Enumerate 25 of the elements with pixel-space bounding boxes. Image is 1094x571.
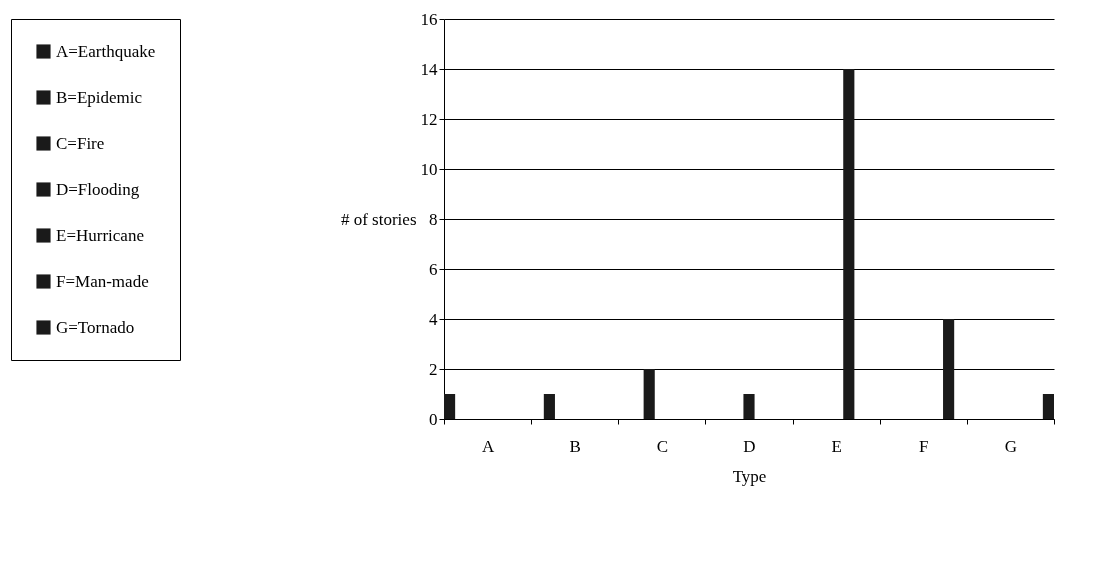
x-tick-label: B [569, 436, 581, 456]
y-tick-label: 16 [420, 9, 438, 29]
x-tick-label: C [656, 436, 669, 456]
x-tick-label: E [831, 436, 842, 456]
y-tick-label: 12 [420, 109, 438, 129]
legend-label: A=Earthquake [56, 41, 156, 61]
legend-label: C=Fire [56, 133, 105, 153]
x-tick-label: D [743, 436, 756, 456]
y-tick-label: 6 [429, 259, 438, 279]
legend-label: E=Hurricane [56, 225, 144, 245]
y-tick-label: 10 [420, 159, 438, 179]
x-tick-label: G [1004, 436, 1018, 456]
legend-label: D=Flooding [56, 179, 140, 199]
legend-label: G=Tornado [56, 317, 135, 337]
x-axis-title: Type [732, 466, 767, 486]
y-axis-title: # of stories [340, 209, 417, 229]
legend-label: B=Epidemic [56, 87, 143, 107]
y-tick-label: 4 [429, 309, 438, 329]
y-tick-label: 8 [429, 209, 438, 229]
y-tick-label: 0 [429, 409, 438, 429]
x-tick-label: F [919, 436, 929, 456]
legend-label: F=Man-made [56, 271, 149, 291]
x-tick-label: A [481, 436, 495, 456]
y-tick-label: 2 [429, 359, 438, 379]
y-tick-label: 14 [420, 59, 438, 79]
